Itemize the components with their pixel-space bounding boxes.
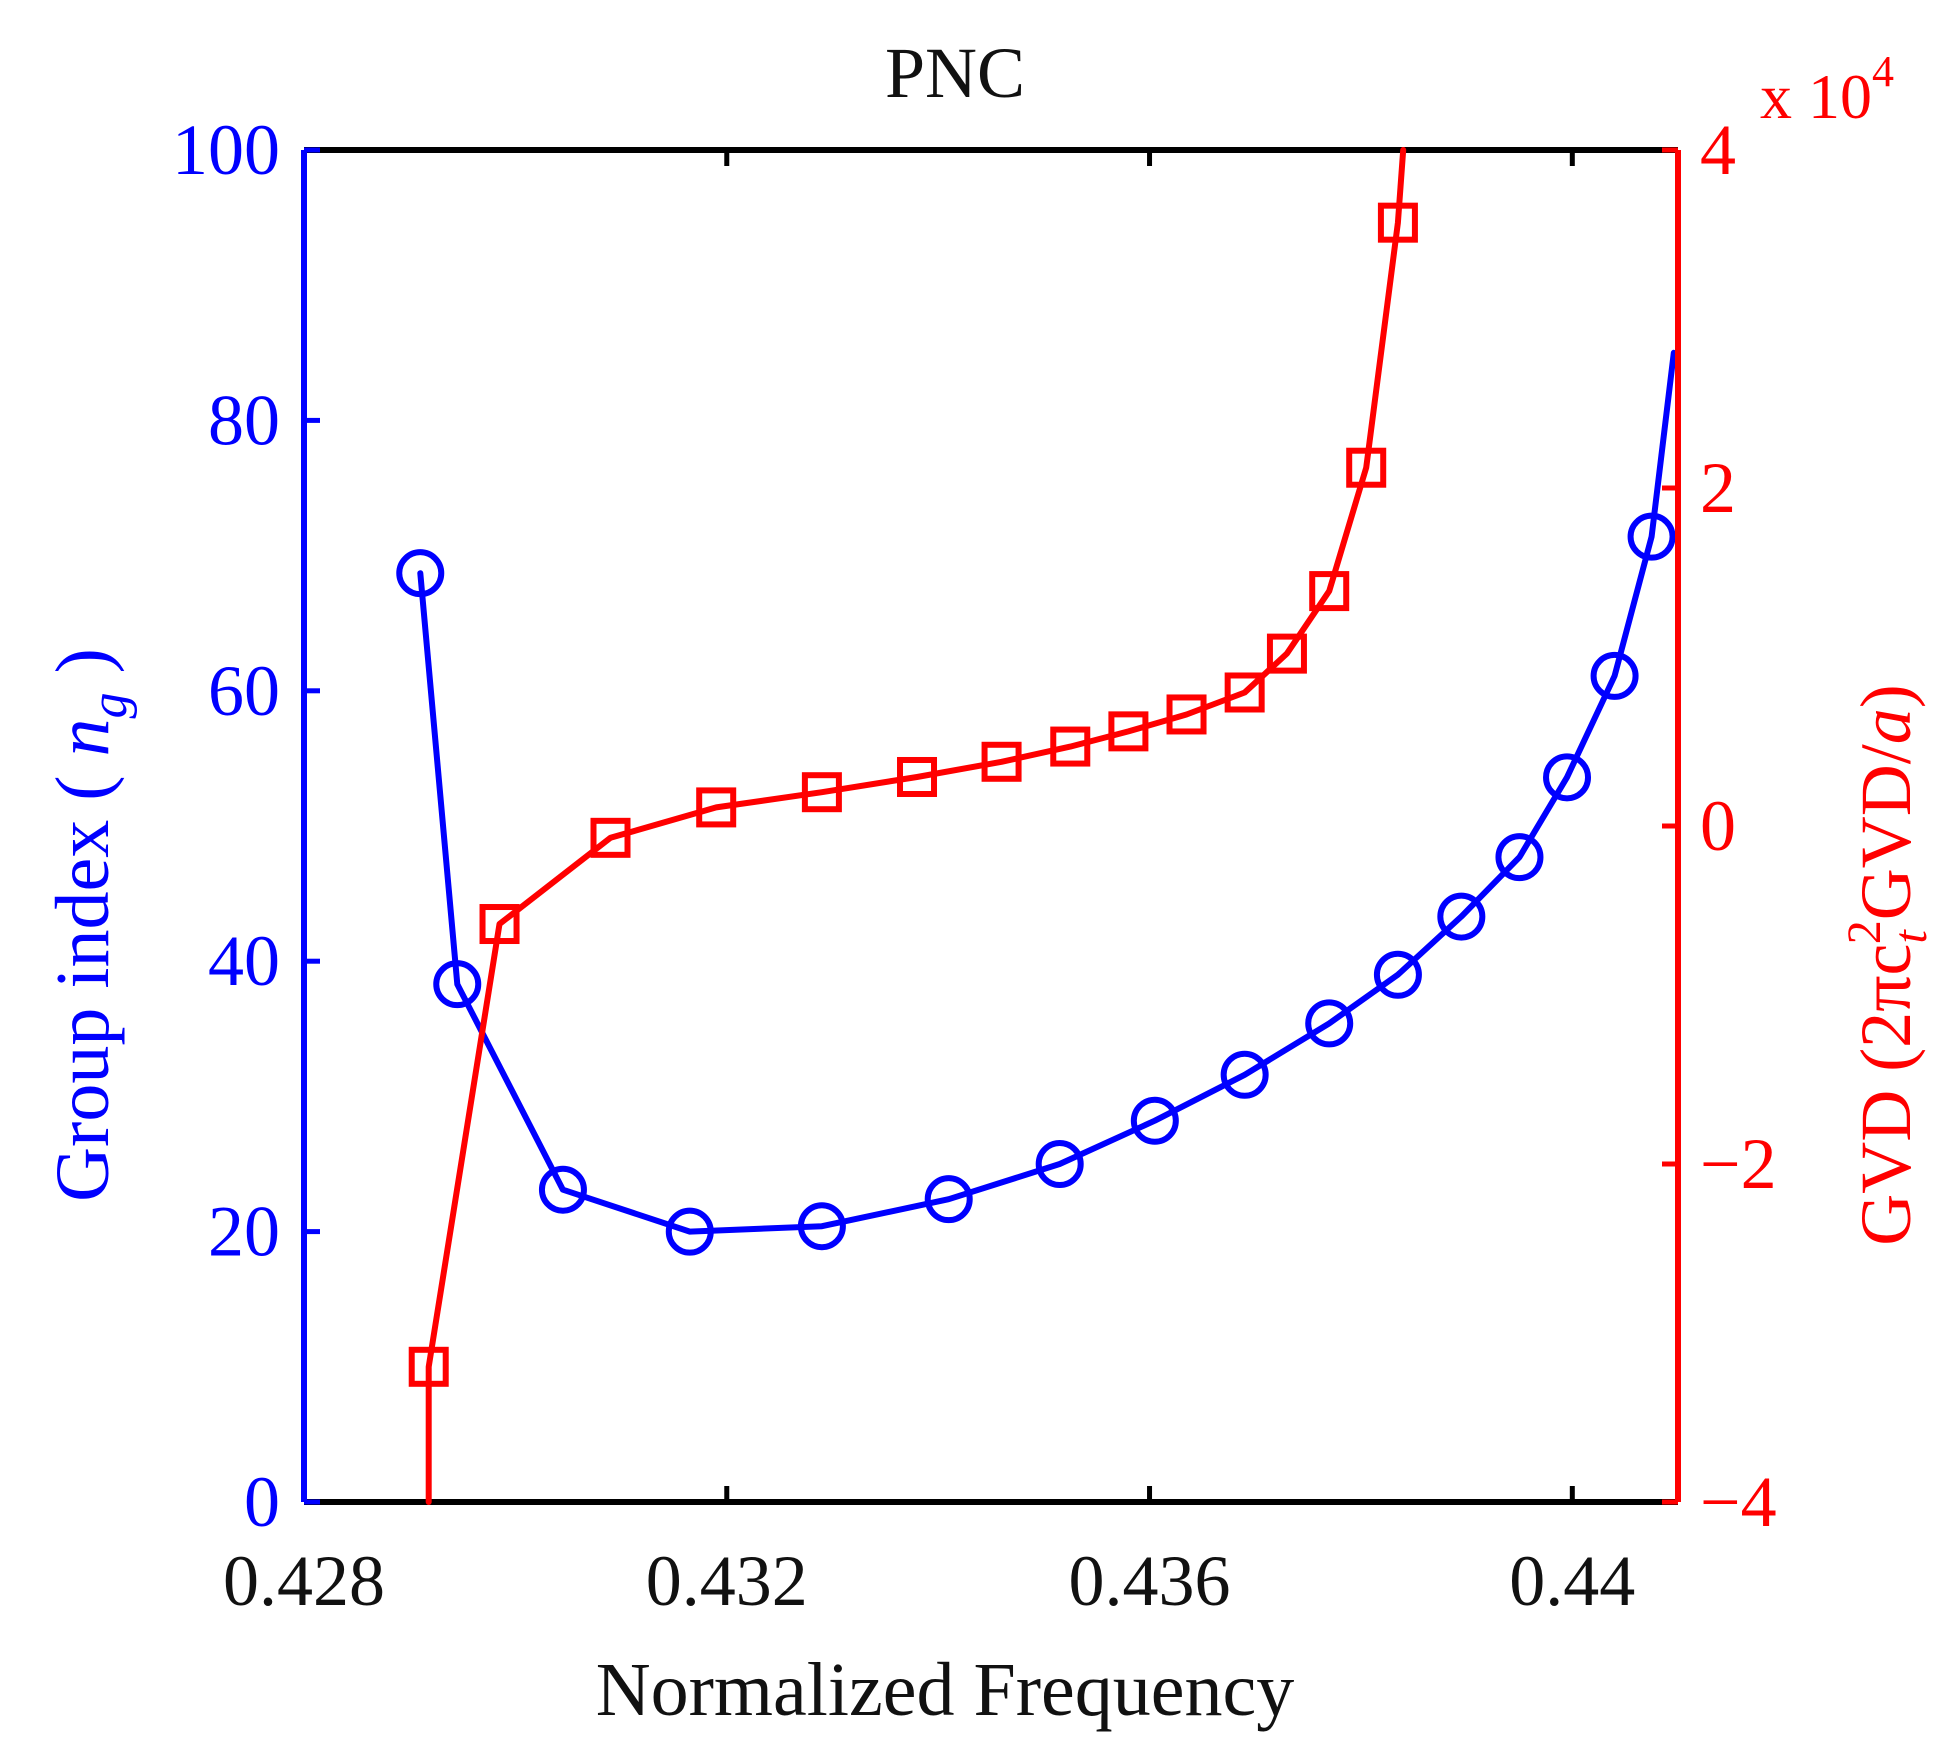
y-right-tick-label: 4 [1700,110,1736,190]
y-right-label-sub: t [1884,929,1937,944]
y-left-tick-label: 60 [208,651,280,731]
x-tick-label: 0.432 [646,1541,808,1621]
gvd-point [1108,711,1149,752]
y-left-tick-label: 100 [172,110,280,190]
series-layer [396,147,1677,1505]
x-axis-label: Normalized Frequency [596,1648,1295,1732]
gvd-point [696,787,737,828]
y-right-tick-label: −4 [1700,1462,1777,1542]
y-left-tick-label: 80 [208,380,280,460]
y-left-label-var: n [41,718,125,756]
gvd-point [1309,571,1350,612]
y-right-axis-label: GVD (2πct2GVD/a) [1838,684,1937,1246]
y-right-label-var: a [1846,708,1926,744]
x-tick-label: 0.436 [1069,1541,1231,1621]
y-right-tick-label: 0 [1700,786,1736,866]
group-index-point [1035,1140,1084,1188]
y-right-multiplier-exp: 4 [1872,47,1894,96]
y-right-label-mid: GVD/ [1846,744,1926,920]
gvd-point [590,817,631,858]
group-index-point [538,1165,587,1214]
group-index-point [1495,833,1544,882]
gvd-point [1224,672,1265,713]
group-index-point [797,1202,846,1251]
series-line-group-index [417,349,1677,1235]
group-index-point [1130,1096,1179,1145]
plot-frame [304,147,1678,1505]
y-right-tick-label: 2 [1700,448,1736,528]
group-index-point [1543,753,1592,802]
group-index-point [433,960,482,1009]
y-left-label-main: Group index ( [41,756,125,1201]
y-right-multiplier-base: x 10 [1760,61,1872,132]
y-left-axis-label: Group index ( ng ) [41,648,138,1202]
gvd-point [1346,447,1387,488]
gvd-point [897,756,938,797]
group-index-point [924,1175,973,1224]
group-index-point [1305,999,1354,1048]
chart-title: PNC [885,33,1025,113]
group-index-point [1373,950,1422,999]
y-right-label-sup: 2 [1838,920,1891,944]
gvd-point [1377,202,1418,243]
gvd-point [408,1346,449,1387]
group-index-point [1437,892,1486,941]
y-right-label-close: ) [1846,684,1926,708]
y-left-label-close: ) [41,648,125,692]
group-index-point [396,549,445,598]
gvd-point [1166,694,1207,735]
y-right-tick-label: −2 [1700,1124,1777,1204]
gvd-point [981,741,1022,782]
x-tick-label: 0.428 [223,1541,385,1621]
y-right-label-prefix: GVD (2πc [1846,944,1926,1246]
group-index-point [1590,651,1639,700]
y-left-tick-label: 40 [208,921,280,1001]
y-left-label-sub: g [81,692,138,718]
gvd-point [1050,726,1091,767]
y-right-multiplier: x 104 [1760,47,1894,132]
group-index-point [665,1207,714,1256]
axes-layer: 0.428 0.432 0.436 0.44 0 20 40 60 80 100 −4 −2 0 2 4 [172,110,1777,1621]
series-line-gvd [425,147,1407,1505]
y-left-tick-label: 20 [208,1192,280,1272]
x-tick-label: 0.44 [1509,1541,1635,1621]
gvd-point [479,904,520,945]
y-left-tick-label: 0 [244,1462,280,1542]
group-index-point [1627,512,1676,561]
gvd-point [801,772,842,813]
gvd-point [1266,633,1307,674]
group-index-point [1220,1050,1269,1099]
